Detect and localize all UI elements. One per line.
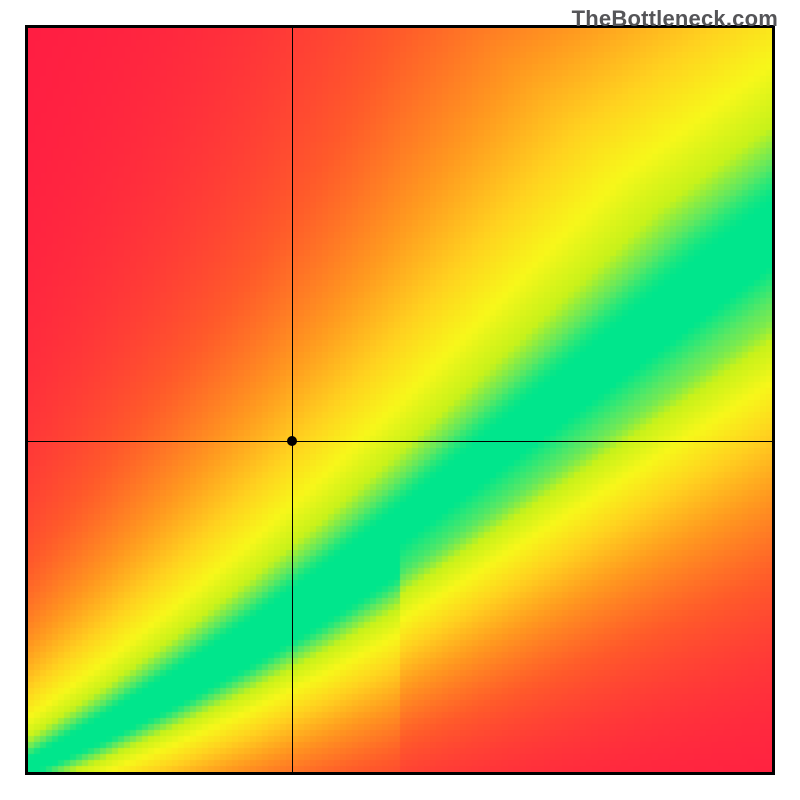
crosshair-vertical: [292, 28, 293, 772]
crosshair-horizontal: [28, 441, 772, 442]
heatmap-canvas: [28, 28, 772, 772]
crosshair-marker: [287, 436, 297, 446]
chart-container: TheBottleneck.com: [0, 0, 800, 800]
plot-area: [28, 28, 772, 772]
plot-frame: [25, 25, 775, 775]
watermark-text: TheBottleneck.com: [572, 6, 778, 32]
